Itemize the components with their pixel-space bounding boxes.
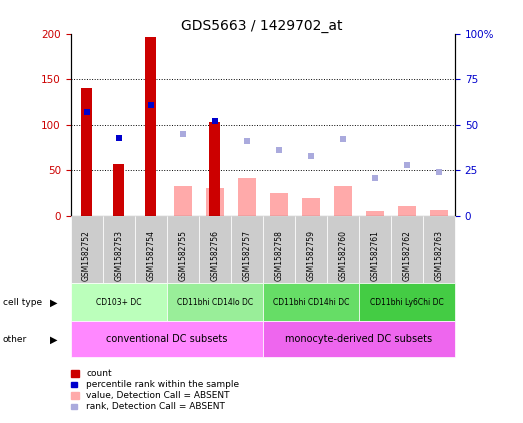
Text: GSM1582763: GSM1582763 — [435, 230, 444, 281]
Text: GSM1582758: GSM1582758 — [275, 231, 283, 281]
Text: other: other — [3, 335, 27, 344]
Text: GDS5663 / 1429702_at: GDS5663 / 1429702_at — [181, 19, 342, 33]
Text: GSM1582761: GSM1582761 — [370, 231, 379, 281]
Bar — [270, 193, 288, 216]
Bar — [113, 164, 124, 216]
Text: GSM1582760: GSM1582760 — [338, 230, 347, 281]
Bar — [398, 206, 416, 216]
Text: GSM1582752: GSM1582752 — [82, 231, 91, 281]
Text: GSM1582754: GSM1582754 — [146, 230, 155, 281]
Text: GSM1582753: GSM1582753 — [114, 230, 123, 281]
Text: GSM1582759: GSM1582759 — [306, 230, 315, 281]
Text: rank, Detection Call = ABSENT: rank, Detection Call = ABSENT — [86, 401, 225, 411]
Text: GSM1582756: GSM1582756 — [210, 230, 219, 281]
Text: CD11bhi CD14hi DC: CD11bhi CD14hi DC — [272, 298, 349, 307]
Text: CD11bhi Ly6Chi DC: CD11bhi Ly6Chi DC — [370, 298, 444, 307]
Text: GSM1582757: GSM1582757 — [242, 230, 251, 281]
Text: conventional DC subsets: conventional DC subsets — [106, 335, 228, 344]
Text: ▶: ▶ — [50, 297, 57, 308]
Bar — [366, 211, 384, 216]
Bar — [238, 178, 256, 216]
Text: CD11bhi CD14lo DC: CD11bhi CD14lo DC — [177, 298, 253, 307]
Text: ▶: ▶ — [50, 335, 57, 344]
Text: GSM1582755: GSM1582755 — [178, 230, 187, 281]
Bar — [430, 210, 448, 216]
Text: count: count — [86, 368, 112, 378]
Text: monocyte-derived DC subsets: monocyte-derived DC subsets — [286, 335, 433, 344]
Bar — [174, 186, 191, 216]
Bar — [209, 122, 220, 216]
Text: value, Detection Call = ABSENT: value, Detection Call = ABSENT — [86, 390, 230, 400]
Bar — [145, 38, 156, 216]
Text: percentile rank within the sample: percentile rank within the sample — [86, 379, 240, 389]
Bar — [334, 186, 351, 216]
Text: CD103+ DC: CD103+ DC — [96, 298, 141, 307]
Bar — [81, 88, 92, 216]
Bar — [302, 198, 320, 216]
Bar — [206, 189, 223, 216]
Text: GSM1582762: GSM1582762 — [403, 231, 412, 281]
Text: cell type: cell type — [3, 298, 42, 307]
